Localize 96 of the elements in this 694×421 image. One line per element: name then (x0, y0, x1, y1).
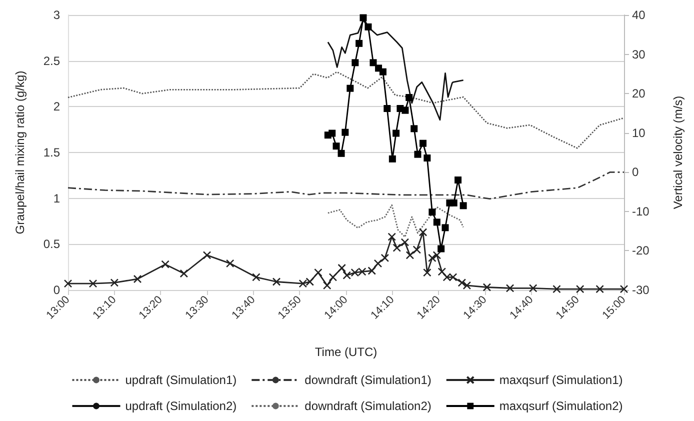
point (358, 268, 366, 276)
point (388, 232, 396, 241)
point (528, 284, 538, 292)
point (272, 278, 281, 286)
point (226, 259, 234, 268)
legend-label: downdraft (Simulation2) (304, 399, 432, 413)
point (379, 68, 386, 76)
y2-tick-label: -30 (632, 283, 650, 297)
point (368, 266, 376, 275)
point (314, 268, 322, 277)
legend-label: updraft (Simulation2) (125, 399, 237, 413)
y2-tick-label: -20 (632, 244, 650, 258)
y2-tick-label: 10 (632, 126, 646, 140)
point (322, 281, 332, 290)
point (392, 244, 402, 252)
line-series (67, 71, 625, 149)
point (596, 284, 604, 294)
point (412, 246, 422, 254)
point (88, 279, 98, 288)
point (342, 271, 351, 280)
point (402, 106, 409, 114)
point (410, 125, 418, 132)
y-tick-label: 2 (53, 100, 60, 114)
point (364, 23, 372, 30)
point (338, 264, 346, 272)
point (133, 274, 142, 284)
point (380, 254, 390, 262)
point (420, 140, 427, 147)
point (338, 150, 345, 157)
point (332, 142, 340, 150)
y-tick-label: 2.5 (43, 54, 60, 68)
point (406, 251, 414, 260)
line-series (67, 171, 625, 200)
point (342, 128, 349, 136)
point (423, 268, 432, 277)
y2-tick-label: 20 (632, 86, 646, 101)
point (356, 40, 363, 47)
point (552, 284, 561, 294)
point (298, 279, 308, 288)
y-tick-label: 0 (53, 283, 60, 297)
point (576, 284, 584, 294)
point (428, 254, 436, 262)
point (346, 84, 354, 92)
point (180, 269, 188, 278)
point (454, 176, 462, 184)
point (428, 208, 436, 216)
point (374, 259, 382, 268)
point (438, 245, 445, 252)
legend-label: downdraft (Simulation1) (304, 373, 432, 387)
point (406, 94, 413, 101)
y2-axis-title: Vertical velocity (m/s) (671, 96, 685, 210)
point (360, 14, 367, 22)
legend-label: maxqsurf (Simulation2) (499, 399, 623, 413)
x-axis-title: Time (UTC) (314, 345, 378, 359)
point (438, 268, 446, 276)
point (458, 278, 466, 287)
y2-tick-label: 40 (632, 8, 646, 22)
point (460, 202, 467, 210)
y2-tick-label: 30 (632, 47, 646, 62)
y2-tick-label: -10 (632, 204, 650, 218)
point (306, 278, 314, 286)
point (64, 279, 72, 288)
point (482, 283, 492, 292)
point (432, 251, 442, 260)
point (388, 155, 396, 162)
y-tick-label: 0.5 (43, 237, 60, 252)
y-axis-title: Graupel/hail mixing ratio (g/kg) (13, 70, 27, 234)
point (370, 59, 377, 66)
point (450, 199, 458, 206)
point (442, 224, 449, 232)
point (442, 273, 452, 282)
legend-label: maxqsurf (Simulation1) (499, 373, 623, 387)
point (433, 218, 440, 226)
y-tick-label: 3 (53, 8, 60, 22)
y2-tick-label: 0 (632, 165, 639, 180)
point (252, 273, 260, 282)
point (110, 278, 119, 287)
y-tick-label: 1 (53, 191, 60, 206)
point (418, 228, 428, 236)
point (328, 273, 338, 282)
point (350, 268, 360, 277)
point (161, 260, 170, 268)
point (506, 284, 514, 292)
point (448, 273, 458, 282)
point (352, 59, 359, 66)
line-series (327, 204, 464, 238)
y-tick-label: 1.5 (43, 146, 60, 160)
point (328, 130, 336, 137)
legend-label: updraft (Simulation1) (125, 373, 237, 387)
point (384, 105, 391, 112)
point (424, 154, 431, 162)
point (414, 150, 422, 158)
point (202, 251, 212, 260)
point (400, 238, 410, 246)
point (392, 130, 400, 137)
point (462, 281, 472, 290)
